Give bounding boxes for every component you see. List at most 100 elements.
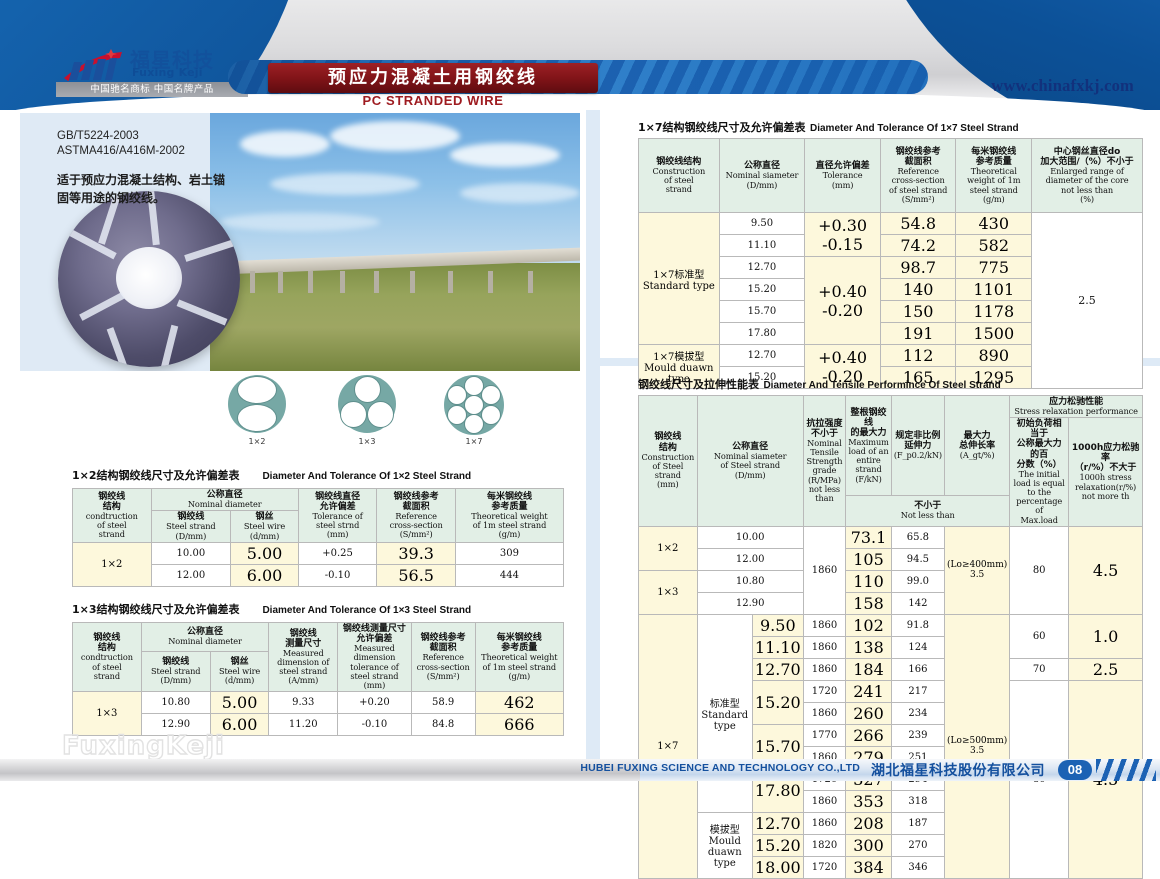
th-construction: 钢绞线 结构 Construction of Steel strand (mm) [638,395,698,527]
cell-wire: 6.00 [209,713,270,737]
cell-group: 1×2 [638,525,698,571]
table-header-row-3: 不小于 Not less than [639,495,1143,527]
table-header-row: 钢绞线结构 Construction of steel strand 公称直径 … [638,138,1143,213]
table-row: 17.80 191 1500 [639,322,1143,345]
cell-elongation: 234 [890,701,946,725]
th-initial-load: 初始负荷相当于 公称最大力的百 分数（%） The initial load i… [1009,417,1070,527]
cell-elongation: 91.8 [890,613,946,637]
logo-swoosh-icon [64,49,122,81]
cell-nominal: 18.00 [751,855,804,879]
cross-section-1x2: 1×2 [228,375,286,446]
cell-initial-load: 80 [1009,525,1070,615]
cell-wire: 5.00 [230,541,299,565]
company-logo[interactable]: 福星科技 Fuxing Keji 中国驰名商标 中国名牌产品 [56,44,248,102]
cell-strength: 1770 [802,723,847,747]
th-text-en: Measured dimension tolerance of steel st… [350,643,399,690]
th-text-en: Theoretical weight of 1m steel strand (g… [471,510,548,540]
th-text-en: Not less than [900,510,955,521]
table-section-tensile: 钢绞线尺寸及拉伸性能表 Diameter And Tensile Perform… [638,375,1143,879]
cell-maxload: 105 [845,547,892,571]
th-text-en: Nominal siameter of Steel strand (D/mm) [713,451,787,480]
table-tensile: 钢绞线 结构 Construction of Steel strand (mm)… [638,394,1143,879]
intro-photo-panel: GB/T5224-2003 ASTMA416/A416M-2002 适于预应力混… [20,113,580,371]
th-steel-wire: 钢丝 Steel wire (d/mm) [209,650,270,693]
cell-group: 1×2 [72,541,152,587]
cell-cross: 74.2 [879,234,957,257]
page-header: 福星科技 Fuxing Keji 中国驰名商标 中国名牌产品 预应力混凝土用钢绞… [0,0,1160,110]
cell-cross: 112 [879,344,957,367]
th-text-en: Nominal diameter [187,499,262,510]
page-footer: HUBEI FUXING SCIENCE AND TECHNOLOGY CO.,… [0,747,1160,793]
table-row: 11.10 74.2 582 [639,234,1143,257]
product-title-plate: 预应力混凝土用钢绞线 [268,63,598,93]
th-text-cn: 钢绞线参考 截面积 [895,147,941,168]
table-1x7: 钢绞线结构 Construction of steel strand 公称直径 … [638,138,1143,389]
cell-nominal: 15.20 [751,679,804,725]
th-construction: 钢绞线 结构 condtruction of steel strand [72,488,152,543]
cell-weight: 775 [955,256,1033,279]
cell-cross: 54.8 [879,212,957,235]
logo-chinese-name: 福星科技 [130,48,214,72]
th-construction: 钢绞线结构 Construction of steel strand [638,138,720,213]
cell-maxload: 353 [845,789,892,813]
table-1x3-title-en: Diameter And Tolerance Of 1×3 Steel Stra… [262,605,472,616]
cell-weight: 444 [454,563,565,587]
cell-elongation: 65.8 [890,525,946,549]
th-construction: 钢绞线 结构 condtruction of steel strand [72,621,142,693]
standards-text: GB/T5224-2003 ASTMA416/A416M-2002 [57,130,185,157]
cell-meas-tolerance: +0.20 [337,691,412,715]
cell-strength: 1860 [802,525,847,615]
photo-grass-field [210,263,580,371]
website-url[interactable]: www.chinafxkj.com [991,76,1134,95]
footer-blue-bar [640,759,1160,781]
table-header-row: 钢绞线 结构 condtruction of steel strand 公称直径… [72,621,565,693]
cell-strand: 12.90 [140,713,211,737]
th-text-en: (A_gt/%) [959,450,995,461]
table-header-row-2: 钢绞线 Steel strand (D/mm) 钢丝 Steel wire (d… [73,510,564,543]
th-text-en: Tolerance of steel strnd (mm) [312,510,363,540]
cell-nominal: 9.50 [751,613,804,637]
table-row: 1×3 10.80 5.00 9.33 +0.20 58.9 462 [72,691,565,737]
th-text-en: Enlarged range of diameter of the core n… [1045,166,1129,204]
product-title-chinese: 预应力混凝土用钢绞线 [328,67,538,88]
table-row: 12.90 158 142 [639,591,1143,615]
cell-tolerance: -0.10 [297,563,378,587]
cell-weight: 1295 [955,366,1033,389]
cell-elongation: 166 [890,657,946,681]
cell-nominal: 10.00 [696,525,804,549]
th-weight: 每米钢绞线 参考质量 Theoretical weight of 1m stee… [454,488,565,543]
cross-section-diagrams: 1×2 1×3 1×7 [20,371,580,461]
th-text-en: Construction of steel strand [652,165,706,195]
th-text-en: Maximum load of an entire strand (F/kN) [848,436,889,484]
cell-nominal: 12.70 [751,811,804,835]
table-row: 15.70 150 1178 [639,300,1143,323]
th-text-cn: 钢绞线直径 允许偏差 [315,491,361,512]
table-1x7-title-en: Diameter And Tolerance Of 1×7 Steel Stra… [809,123,1019,134]
footer-chevrons-decoration [1096,759,1156,781]
th-text-en: Stress relaxation performance [1014,406,1138,417]
cell-strength: 1720 [802,679,847,703]
cell-strand: 10.00 [150,541,232,565]
cell-maxload: 384 [845,855,892,879]
th-text-cn: 公称直径 [732,442,769,453]
group-label-en: Mould duawn type [644,363,714,385]
group-label-cn: 模拔型 [709,825,740,837]
page-watermark: FuxingKeji [61,730,225,761]
cell-weight: 1101 [955,278,1033,301]
th-text-cn: 整根钢绞线 的最大力 [850,407,887,438]
cell-meas-tolerance: -0.10 [337,713,412,737]
th-measured-dimension: 钢绞线 测量尺寸 Measured dimension of steel str… [268,621,339,693]
cell-group-standard: 1×7标准型 Standard type [638,212,720,345]
th-text-en: Nominal diameter [168,636,242,647]
cell-cross: 39.3 [376,541,456,565]
th-relaxation-1000h: 1000h应力松驰率 （r/%）不大于 1000h stress relaxat… [1068,417,1143,527]
cell-tolerance: +0.40 -0.20 [804,256,881,345]
cell-cross: 84.8 [410,713,476,737]
cell-total-elongation: (Lo≥400mm) 3.5 [944,525,1011,615]
cell-nominal: 15.20 [718,278,806,301]
cell-maxload: 300 [845,833,892,857]
cell-nominal: 12.70 [751,657,804,681]
logo-mark-icon [62,48,128,82]
cell-nominal: 15.20 [751,833,804,857]
